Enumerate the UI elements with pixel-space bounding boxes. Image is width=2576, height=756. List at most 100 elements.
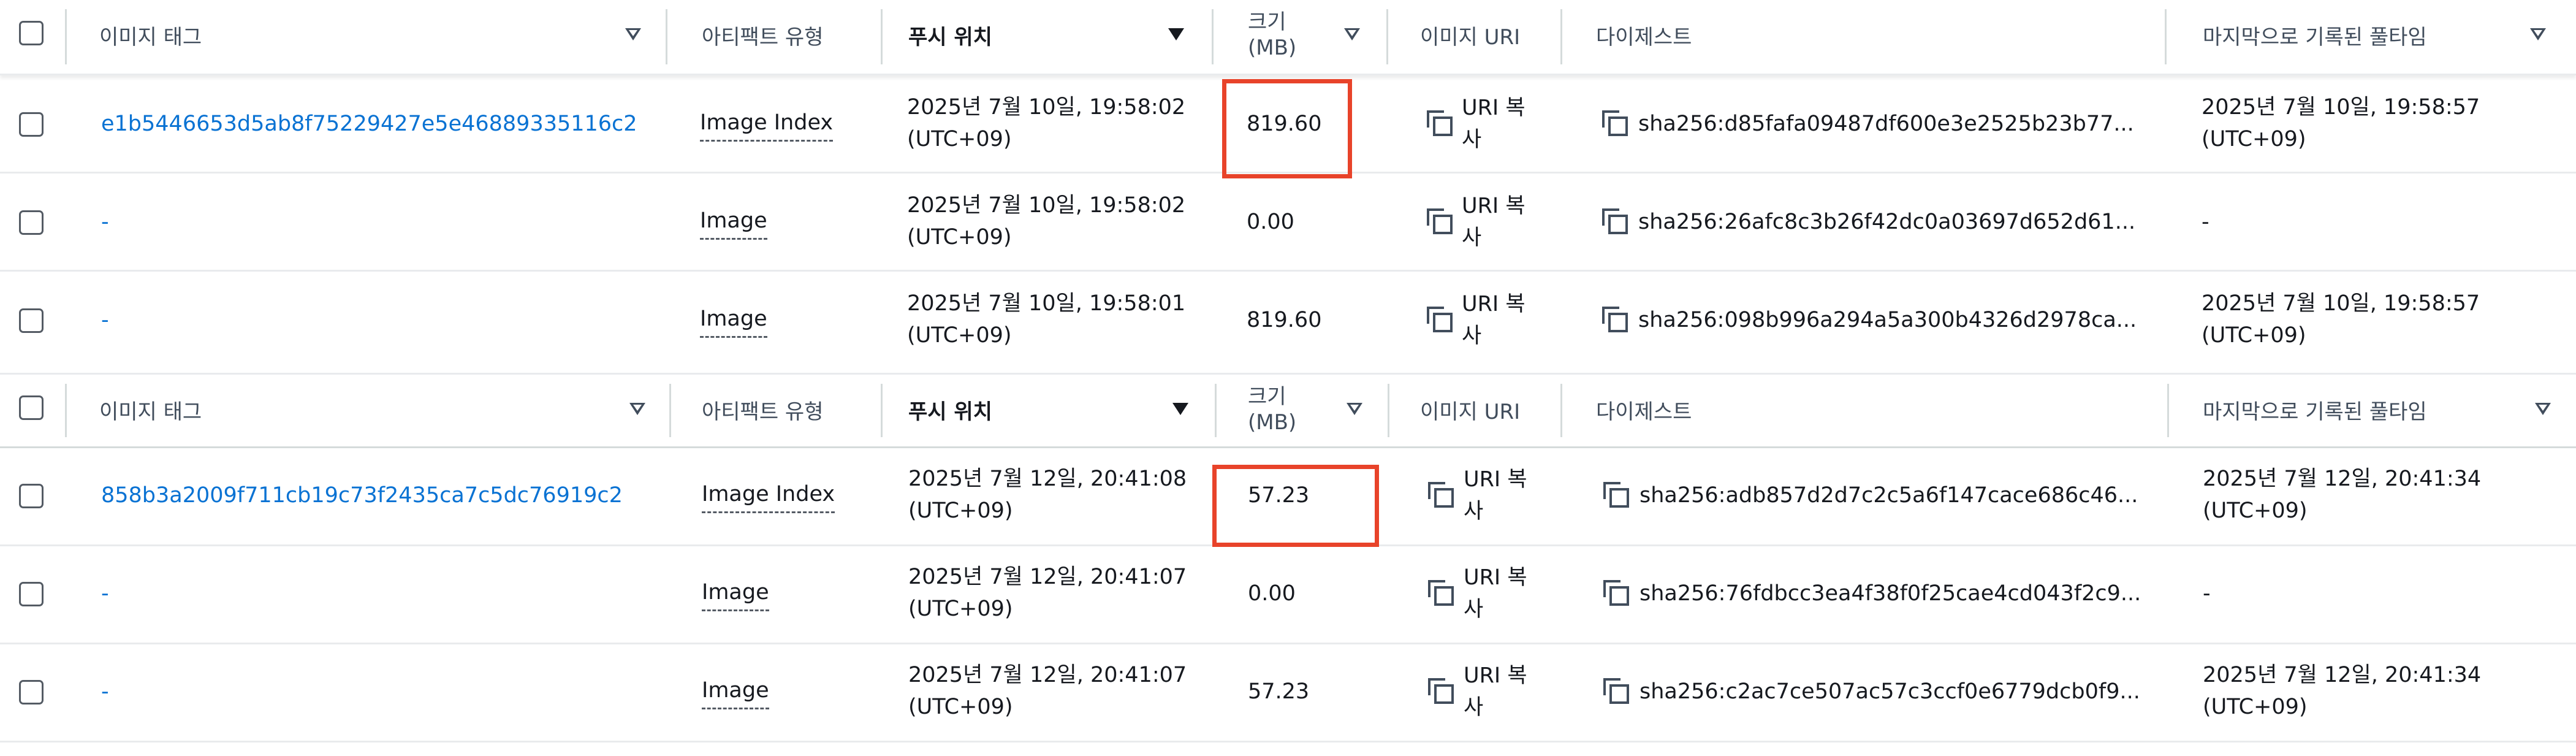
size-value: 0.00 <box>1248 581 1296 606</box>
highlight-box-size <box>1222 79 1352 178</box>
table-header-row: 이미지 태그 아티팩트 유형 푸시 위치 크기 (MB) 이미지 URI 다이제… <box>0 373 2576 448</box>
copy-uri-button[interactable]: URI 복 <box>1464 565 1527 590</box>
column-header-digest: 다이제스트 <box>1596 25 1692 50</box>
copy-digest-icon[interactable] <box>1602 307 1628 332</box>
last-pulled: 2025년 7월 10일, 19:58:57 <box>2202 291 2480 316</box>
copy-icon[interactable] <box>1427 307 1453 332</box>
copy-uri-button[interactable]: URI 복 <box>1462 96 1525 120</box>
table-row: - Image 2025년 7월 10일, 19:58:02 (UTC+09) … <box>0 174 2576 272</box>
artifact-type[interactable]: Image <box>700 205 767 240</box>
column-header-size-unit: (MB) <box>1248 410 1297 435</box>
copy-uri-button[interactable]: URI 복 <box>1464 467 1527 492</box>
last-pulled-timezone: (UTC+09) <box>2203 498 2308 523</box>
pushed-at: 2025년 7월 12일, 20:41:08 <box>908 467 1187 491</box>
sort-size-icon[interactable] <box>1344 28 1360 40</box>
pushed-at-timezone: (UTC+09) <box>907 323 1012 348</box>
last-pulled: 2025년 7월 12일, 20:41:34 <box>2203 467 2482 491</box>
image-table-group-1: 이미지 태그 아티팩트 유형 푸시 위치 크기 (MB) 이미지 URI 다이제… <box>0 0 2576 370</box>
row-checkbox[interactable] <box>19 308 44 333</box>
image-tag-link[interactable]: 858b3a2009f711cb19c73f2435ca7c5dc76919c2 <box>101 483 623 508</box>
last-pulled-timezone: (UTC+09) <box>2203 695 2308 719</box>
image-tag-link[interactable]: - <box>101 581 109 606</box>
row-checkbox[interactable] <box>19 210 44 235</box>
copy-uri-button-label-2[interactable]: 사 <box>1464 499 1484 524</box>
column-header-pushed-at[interactable]: 푸시 위치 <box>908 400 992 424</box>
copy-uri-button-label-2[interactable]: 사 <box>1464 597 1484 622</box>
copy-uri-button[interactable]: URI 복 <box>1462 194 1525 218</box>
pushed-at-timezone: (UTC+09) <box>908 597 1013 621</box>
column-header-digest: 다이제스트 <box>1596 400 1692 424</box>
copy-uri-button-label-2[interactable]: 사 <box>1462 324 1482 348</box>
size-value: 0.00 <box>1247 210 1294 234</box>
size-value: 819.60 <box>1247 308 1322 332</box>
row-checkbox[interactable] <box>19 582 44 606</box>
artifact-type[interactable]: Image <box>702 576 769 611</box>
last-pulled: 2025년 7월 12일, 20:41:34 <box>2203 663 2482 687</box>
copy-uri-button-label-2[interactable]: 사 <box>1462 128 1482 152</box>
column-header-image-uri: 이미지 URI <box>1420 25 1521 50</box>
column-header-size-unit: (MB) <box>1248 36 1297 60</box>
column-header-image-tag[interactable]: 이미지 태그 <box>99 400 202 424</box>
select-all-checkbox[interactable] <box>19 21 44 45</box>
copy-uri-button-label-2[interactable]: 사 <box>1462 226 1482 250</box>
row-checkbox[interactable] <box>19 680 44 704</box>
column-header-size[interactable]: 크기 <box>1248 384 1286 409</box>
image-tag-link[interactable]: e1b5446653d5ab8f75229427e5e46889335116c2 <box>101 112 637 136</box>
copy-digest-icon[interactable] <box>1603 580 1629 606</box>
digest-value: sha256:d85fafa09487df600e3e2525b23b77... <box>1638 112 2134 136</box>
pushed-at-timezone: (UTC+09) <box>908 695 1013 719</box>
copy-uri-button[interactable]: URI 복 <box>1462 292 1525 316</box>
copy-digest-icon[interactable] <box>1602 110 1628 136</box>
copy-icon[interactable] <box>1427 208 1453 234</box>
image-tag-link[interactable]: - <box>101 210 109 234</box>
artifact-type[interactable]: Image Index <box>702 478 835 513</box>
sort-image-tag-icon[interactable] <box>629 403 645 415</box>
table-row: - Image 2025년 7월 10일, 19:58:01 (UTC+09) … <box>0 272 2576 370</box>
column-header-last-pulled[interactable]: 마지막으로 기록된 풀타임 <box>2203 400 2427 424</box>
size-value: 819.60 <box>1247 112 1322 136</box>
sort-last-pulled-icon[interactable] <box>2530 28 2546 40</box>
highlight-box-size <box>1212 465 1379 547</box>
column-header-pushed-at[interactable]: 푸시 위치 <box>908 25 992 50</box>
column-header-last-pulled[interactable]: 마지막으로 기록된 풀타임 <box>2203 25 2427 50</box>
image-tag-link[interactable]: - <box>101 679 109 704</box>
pushed-at-timezone: (UTC+09) <box>907 127 1012 151</box>
column-header-image-tag[interactable]: 이미지 태그 <box>99 25 202 50</box>
copy-icon[interactable] <box>1428 482 1454 508</box>
pushed-at: 2025년 7월 12일, 20:41:07 <box>908 565 1187 589</box>
copy-digest-icon[interactable] <box>1603 678 1629 704</box>
row-checkbox[interactable] <box>19 112 44 137</box>
column-header-size[interactable]: 크기 <box>1248 10 1286 34</box>
image-tag-link[interactable]: - <box>101 308 109 332</box>
table-row: - Image 2025년 7월 12일, 20:41:07 (UTC+09) … <box>0 644 2576 743</box>
copy-icon[interactable] <box>1427 110 1453 136</box>
artifact-type[interactable]: Image <box>700 303 767 338</box>
last-pulled-timezone: (UTC+09) <box>2202 127 2306 151</box>
digest-value: sha256:76fdbcc3ea4f38f0f25cae4cd043f2c9.… <box>1639 581 2141 606</box>
table-row: - Image 2025년 7월 12일, 20:41:07 (UTC+09) … <box>0 546 2576 644</box>
sort-last-pulled-icon[interactable] <box>2535 403 2551 415</box>
copy-digest-icon[interactable] <box>1602 208 1628 234</box>
artifact-type[interactable]: Image <box>702 674 769 709</box>
sort-pushed-at-icon[interactable] <box>1168 28 1184 40</box>
column-header-artifact-type: 아티팩트 유형 <box>702 400 824 424</box>
copy-uri-button-label-2[interactable]: 사 <box>1464 695 1484 720</box>
column-header-image-uri: 이미지 URI <box>1420 400 1521 424</box>
size-value: 57.23 <box>1248 679 1310 704</box>
pushed-at: 2025년 7월 10일, 19:58:02 <box>907 95 1186 120</box>
row-checkbox[interactable] <box>19 484 44 508</box>
copy-icon[interactable] <box>1428 580 1454 606</box>
sort-pushed-at-icon[interactable] <box>1172 403 1188 415</box>
pushed-at: 2025년 7월 10일, 19:58:01 <box>907 291 1186 316</box>
copy-uri-button[interactable]: URI 복 <box>1464 663 1527 688</box>
copy-icon[interactable] <box>1428 678 1454 704</box>
sort-size-icon[interactable] <box>1347 403 1362 415</box>
last-pulled: - <box>2202 210 2209 234</box>
select-all-checkbox[interactable] <box>19 395 44 420</box>
digest-value: sha256:098b996a294a5a300b4326d2978ca... <box>1638 308 2137 332</box>
size-value: 57.23 <box>1248 483 1310 508</box>
sort-image-tag-icon[interactable] <box>625 28 641 40</box>
copy-digest-icon[interactable] <box>1603 482 1629 508</box>
digest-value: sha256:26afc8c3b26f42dc0a03697d652d61... <box>1638 210 2136 234</box>
artifact-type[interactable]: Image Index <box>700 107 834 142</box>
